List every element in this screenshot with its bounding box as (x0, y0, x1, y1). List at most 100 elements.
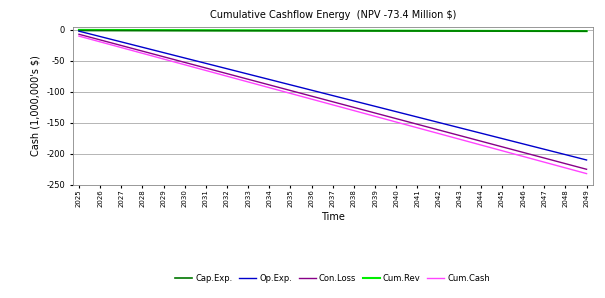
Op.Exp. (456, 126, 463, 130)
Cum.Cash (541, 160, 548, 164)
Cum.Rev (223, 29, 231, 32)
Con.Loss (202, 66, 209, 70)
Cap.Exp. (371, 29, 379, 33)
Con.Loss (371, 111, 379, 115)
Op.Exp. (414, 115, 421, 119)
Cap.Exp. (308, 29, 315, 32)
Line: Cum.Rev: Cum.Rev (79, 30, 587, 31)
Op.Exp. (139, 46, 146, 49)
Cap.Exp. (393, 29, 400, 33)
Op.Exp. (117, 40, 125, 44)
Cum.Cash (414, 126, 421, 130)
Op.Exp. (499, 137, 506, 140)
Con.Loss (308, 94, 315, 98)
Cum.Cash (223, 74, 231, 78)
Cum.Cash (202, 69, 209, 72)
Cum.Rev (456, 29, 463, 33)
Cum.Rev (308, 29, 315, 32)
Cum.Rev (541, 29, 548, 33)
Cap.Exp. (244, 29, 252, 32)
Con.Loss (287, 89, 294, 92)
Cum.Rev (414, 29, 421, 32)
Cum.Rev (371, 29, 379, 32)
Con.Loss (499, 145, 506, 149)
Cum.Cash (456, 137, 463, 141)
Cap.Exp. (350, 29, 358, 33)
Cum.Cash (75, 34, 82, 38)
Cum.Cash (266, 86, 273, 89)
Op.Exp. (583, 158, 590, 162)
Con.Loss (477, 139, 485, 143)
Cap.Exp. (456, 29, 463, 33)
Con.Loss (266, 83, 273, 87)
Cum.Rev (520, 29, 527, 33)
Op.Exp. (75, 30, 82, 33)
Con.Loss (350, 105, 358, 109)
Cap.Exp. (562, 29, 569, 33)
Con.Loss (393, 117, 400, 120)
Op.Exp. (371, 105, 379, 108)
Cap.Exp. (287, 29, 294, 32)
Cum.Rev (117, 28, 125, 32)
Cap.Exp. (329, 29, 336, 33)
Cum.Rev (244, 29, 252, 32)
Cap.Exp. (499, 29, 506, 33)
Op.Exp. (266, 78, 273, 81)
Op.Exp. (181, 56, 188, 60)
Cum.Rev (266, 29, 273, 32)
Cum.Cash (562, 166, 569, 170)
Cap.Exp. (477, 29, 485, 33)
Line: Cum.Cash: Cum.Cash (79, 36, 587, 174)
Cum.Rev (75, 28, 82, 32)
Line: Cap.Exp.: Cap.Exp. (79, 30, 587, 31)
Cap.Exp. (435, 29, 442, 33)
Con.Loss (329, 100, 336, 103)
Op.Exp. (562, 153, 569, 156)
Cum.Cash (499, 149, 506, 153)
Cap.Exp. (583, 30, 590, 33)
Cum.Cash (139, 52, 146, 55)
Cap.Exp. (160, 29, 167, 32)
Cum.Cash (244, 80, 252, 84)
Cum.Rev (329, 29, 336, 32)
Cum.Cash (371, 114, 379, 118)
Con.Loss (96, 38, 103, 42)
Cum.Rev (350, 29, 358, 32)
Title: Cumulative Cashflow Energy  (NPV -73.4 Million $): Cumulative Cashflow Energy (NPV -73.4 Mi… (209, 10, 456, 21)
Con.Loss (181, 60, 188, 64)
Con.Loss (520, 150, 527, 154)
Cum.Cash (520, 155, 527, 158)
Cap.Exp. (139, 29, 146, 32)
Cum.Cash (308, 97, 315, 101)
Cum.Rev (202, 28, 209, 32)
X-axis label: Time: Time (321, 212, 345, 222)
Cap.Exp. (266, 29, 273, 32)
Con.Loss (139, 49, 146, 53)
Cum.Rev (287, 29, 294, 32)
Op.Exp. (96, 35, 103, 38)
Cum.Cash (96, 40, 103, 44)
Op.Exp. (350, 99, 358, 103)
Con.Loss (541, 156, 548, 160)
Cap.Exp. (520, 29, 527, 33)
Op.Exp. (202, 62, 209, 65)
Y-axis label: Cash (1,000,000's $): Cash (1,000,000's $) (31, 55, 41, 156)
Cap.Exp. (202, 29, 209, 32)
Cum.Cash (287, 91, 294, 95)
Con.Loss (562, 162, 569, 165)
Cum.Cash (160, 57, 167, 61)
Op.Exp. (435, 121, 442, 124)
Con.Loss (456, 134, 463, 137)
Op.Exp. (244, 72, 252, 76)
Cum.Cash (117, 46, 125, 49)
Line: Op.Exp.: Op.Exp. (79, 31, 587, 160)
Op.Exp. (287, 83, 294, 87)
Op.Exp. (160, 51, 167, 55)
Cum.Rev (562, 29, 569, 33)
Op.Exp. (520, 142, 527, 146)
Cum.Rev (181, 28, 188, 32)
Con.Loss (435, 128, 442, 132)
Op.Exp. (477, 131, 485, 135)
Legend: Cap.Exp., Op.Exp., Con.Loss, Cum.Rev, Cum.Cash: Cap.Exp., Op.Exp., Con.Loss, Cum.Rev, Cu… (172, 271, 494, 287)
Cap.Exp. (541, 29, 548, 33)
